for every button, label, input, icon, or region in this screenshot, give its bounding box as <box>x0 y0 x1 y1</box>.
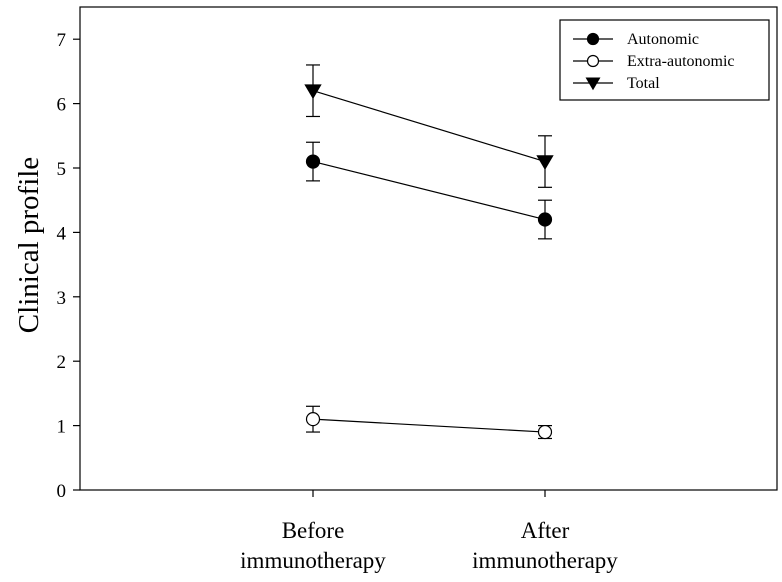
y-tick-label: 5 <box>57 159 67 180</box>
y-tick-label: 3 <box>57 288 67 309</box>
plot-frame <box>79 6 778 491</box>
data-point <box>305 154 321 169</box>
y-tick-label: 6 <box>57 95 67 116</box>
legend-swatch-marker <box>586 32 600 46</box>
data-point <box>537 212 553 227</box>
series-total <box>304 64 554 188</box>
y-tick-label: 4 <box>57 223 67 244</box>
legend-swatch-marker <box>586 54 600 68</box>
legend-label: Autonomic <box>627 31 699 48</box>
x-category-label-line: Before <box>282 518 345 543</box>
data-point <box>304 84 322 100</box>
x-category-label: After immunotherapy <box>472 518 618 573</box>
y-tick-label: 2 <box>57 352 67 373</box>
x-axis-category-labels: Before immunotherapy After immunotherapy <box>240 490 618 573</box>
x-category-label-line: immunotherapy <box>472 548 618 573</box>
y-axis-title: Clinical profile <box>13 157 45 333</box>
data-point <box>305 412 321 427</box>
legend-swatch-marker <box>585 77 601 91</box>
legend-label: Total <box>627 75 660 92</box>
series-autonomic <box>305 141 553 240</box>
x-category-label-line: After <box>521 518 570 543</box>
legend-label: Extra-autonomic <box>627 53 735 70</box>
plot-axes <box>79 6 778 491</box>
y-tick-label: 0 <box>57 481 67 502</box>
x-category-label-line: immunotherapy <box>240 548 386 573</box>
series-line <box>312 418 546 433</box>
data-point <box>537 424 553 440</box>
x-category-label: Before immunotherapy <box>240 518 386 573</box>
y-axis-ticks: 0 1 2 3 4 5 6 7 <box>57 30 80 502</box>
data-series <box>304 64 554 440</box>
y-tick-label: 7 <box>57 30 67 51</box>
series-line <box>312 90 546 163</box>
series-extra-autonomic <box>305 405 553 440</box>
data-point <box>536 155 554 170</box>
y-tick-label: 1 <box>57 417 67 438</box>
series-line <box>312 160 546 221</box>
legend: Autonomic Extra-autonomic Total <box>559 19 770 101</box>
